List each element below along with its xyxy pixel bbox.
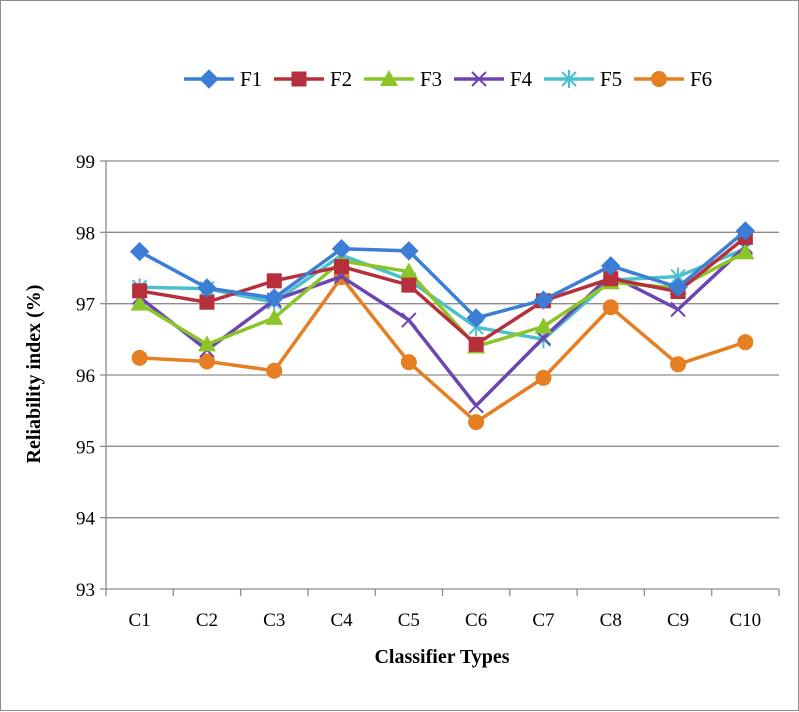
point-f2-c5 — [401, 277, 417, 293]
point-f1-c5 — [399, 241, 419, 261]
point-f6-c1 — [131, 349, 148, 366]
legend-item-f4: F4 — [454, 67, 533, 91]
point-f1-c8 — [601, 256, 621, 276]
y-tick-label: 99 — [76, 152, 95, 173]
y-axis-title: Reliability index (%) — [23, 285, 45, 464]
point-f1-c9 — [668, 277, 688, 297]
x-tick-label-c4: C4 — [330, 610, 353, 631]
point-f6-c5 — [400, 354, 417, 371]
point-f6-c2 — [198, 353, 215, 370]
series-line-f4 — [138, 245, 747, 408]
legend-item-f3: F3 — [364, 67, 442, 91]
y-tick-label: 93 — [76, 580, 95, 601]
point-f6-c9 — [670, 356, 687, 373]
point-f6-c10 — [737, 334, 754, 351]
point-f2-c6 — [468, 336, 484, 352]
legend-label-f1: F1 — [240, 67, 262, 91]
legend-item-f2: F2 — [274, 67, 352, 91]
x-tick-label-c5: C5 — [398, 610, 420, 631]
point-f6-c8 — [602, 299, 619, 316]
point-f1-c1 — [129, 241, 150, 262]
point-f3-c1 — [130, 294, 149, 311]
x-tick-label-c6: C6 — [465, 610, 487, 631]
point-f2-c3 — [266, 273, 282, 289]
y-tick-label: 96 — [76, 366, 95, 387]
point-f1-c7 — [533, 290, 554, 310]
point-f1-c4 — [331, 239, 352, 259]
x-tick-label-c2: C2 — [196, 610, 218, 631]
x-tick-label-c8: C8 — [600, 610, 622, 631]
point-f2-c1 — [132, 283, 148, 299]
point-f3-c2 — [197, 335, 216, 352]
series-line-f6 — [139, 275, 746, 424]
marker-stroke — [468, 397, 484, 414]
legend-marker-f3 — [380, 70, 398, 86]
legend-item-f1: F1 — [184, 67, 262, 91]
legend-marker-f5 — [561, 70, 577, 88]
y-tick-label: 98 — [76, 223, 95, 244]
point-f1-c10 — [735, 221, 756, 241]
marker-stroke — [670, 301, 686, 318]
y-tick-label: 95 — [76, 437, 95, 458]
x-tick-label-c10: C10 — [730, 610, 762, 631]
point-f1-c2 — [197, 278, 217, 298]
legend-marker-f4 — [471, 71, 487, 87]
legend-marker-f6 — [651, 71, 667, 87]
series-f1 — [129, 221, 756, 328]
point-f1-c6 — [466, 308, 486, 328]
y-tick-label: 94 — [76, 509, 96, 530]
gridlines — [106, 160, 779, 519]
x-axis-title: Classifier Types — [374, 646, 509, 668]
x-tick-label-c9: C9 — [667, 610, 689, 631]
x-tick-label-c7: C7 — [532, 610, 554, 631]
point-f4-c5 — [401, 312, 417, 328]
legend-label-f4: F4 — [510, 67, 533, 91]
legend-label-f5: F5 — [600, 67, 622, 91]
series-f6 — [131, 269, 754, 431]
legend-item-f6: F6 — [634, 67, 712, 91]
point-f1-c3 — [264, 288, 284, 308]
legend-label-f6: F6 — [690, 67, 712, 91]
legend-marker-f1 — [199, 69, 219, 89]
series-f4 — [131, 238, 754, 414]
series-f5 — [131, 239, 754, 349]
x-tick-labels: C1 C2 C3 C4 C5 C6 C7 C8 C9 C10 — [129, 610, 762, 631]
point-f2-c2 — [199, 294, 215, 310]
point-f3-c5 — [399, 262, 418, 279]
point-f4-c6 — [468, 397, 484, 414]
series-line-f1 — [138, 229, 747, 320]
point-f3-c10 — [736, 243, 755, 260]
marker-stroke — [471, 71, 487, 87]
point-f6-c7 — [535, 369, 552, 386]
point-f4-c9 — [670, 301, 686, 318]
legend-label-f2: F2 — [330, 67, 352, 91]
y-tick-labels: 93 94 95 96 97 98 99 — [76, 152, 96, 601]
y-tick-label: 97 — [76, 295, 95, 316]
legend-item-f5: F5 — [544, 67, 622, 91]
point-f3-c7 — [534, 317, 553, 334]
series-lines — [129, 221, 756, 431]
marker-stroke — [401, 312, 417, 328]
point-f2-c4 — [334, 259, 350, 275]
axes — [100, 160, 780, 596]
point-f6-c3 — [266, 362, 283, 379]
point-f6-c6 — [468, 414, 485, 431]
point-f2-c8 — [603, 271, 619, 287]
point-f3-c3 — [265, 308, 284, 325]
x-tick-label-c1: C1 — [129, 610, 151, 631]
legend-label-f3: F3 — [420, 67, 442, 91]
legend: F1 F2 F3 F4 F5 F6 — [184, 67, 712, 91]
legend-marker-f2 — [291, 71, 307, 87]
x-tick-label-c3: C3 — [263, 610, 285, 631]
